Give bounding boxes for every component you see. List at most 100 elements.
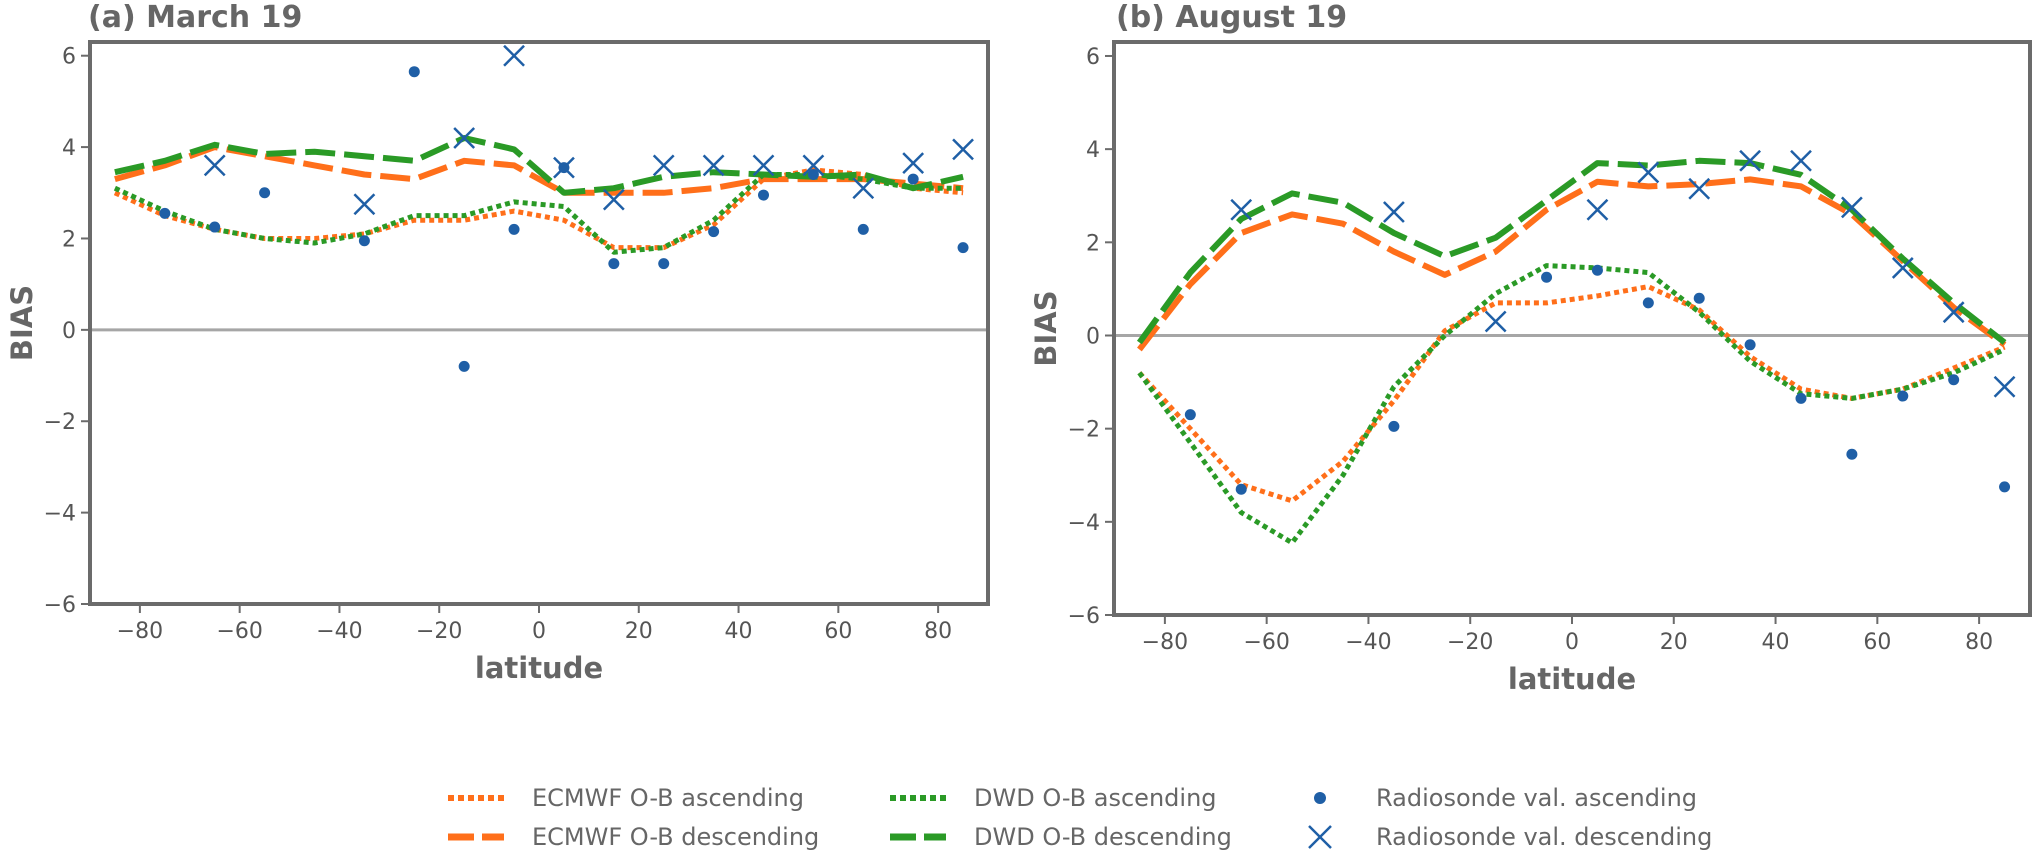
legend-label: ECMWF O-B ascending [532,784,804,812]
x-stroke [1993,375,2016,398]
radiosonde-desc-point [752,154,775,177]
radiosonde-asc-point [1948,374,1960,386]
radiosonde-desc-point [1637,161,1660,184]
series-line-ecmwf-o-b-ascending [1137,284,2006,504]
radiosonde-asc-point [907,173,919,185]
x-stroke [1841,196,1863,219]
y-axis-label: BIAS [1029,290,1063,366]
x-tick-label: 40 [1762,630,1790,655]
x-stroke [1739,149,1761,172]
x-stroke [902,152,925,174]
radiosonde-desc-point [1942,301,1965,324]
y-tick-label: −6 [44,593,76,618]
x-tick-label: 80 [1965,630,1993,655]
x-stroke [503,44,525,67]
x-tick-label: 80 [924,619,952,644]
radiosonde-asc-point [159,207,171,219]
plot-frame [88,40,990,606]
x-stroke [353,193,376,216]
series-line-dwd-o-b-descending [1136,157,2007,345]
x-tick-label: −20 [1447,630,1493,655]
radiosonde-asc-point [1388,420,1400,432]
y-tick-label: 2 [62,227,76,252]
radiosonde-desc-point [702,154,725,177]
y-tick-label: −4 [1068,511,1100,536]
radiosonde-desc-point [852,177,875,200]
radiosonde-asc-point [1693,292,1705,304]
panel-a-march: (a) March 19−80 −60 −40 −20 0 20 40 60 80−6−4−20… [5,0,990,685]
radiosonde-desc-point [353,193,376,216]
x-stroke [1586,198,1609,221]
series-line-ecmwf-o-b-descending [114,144,964,196]
radiosonde-desc-point [453,127,476,149]
legend-swatch [1308,825,1332,849]
radiosonde-asc-point [1541,271,1553,283]
radiosonde-asc-point [358,235,370,247]
y-tick-label: −4 [44,502,76,527]
radiosonde-desc-point [902,152,925,174]
x-stroke [1484,310,1507,333]
radiosonde-desc-point [802,154,825,177]
legend-item-ecmwf-asc: ECMWF O-B ascending [448,784,804,812]
y-tick-label: 0 [1086,324,1100,349]
radiosonde-asc-point [708,226,720,238]
radiosonde-desc-point [602,188,625,211]
y-tick-label: 2 [1086,231,1100,256]
y-axis-label: BIAS [5,285,39,361]
radiosonde-asc-point [1744,339,1756,351]
radiosonde-asc-point [1591,264,1603,276]
x-stroke [802,154,825,177]
x-tick-label: −20 [416,619,462,644]
radiosonde-desc-point [1739,149,1761,172]
x-stroke [1230,198,1253,221]
radiosonde-desc-point [1484,310,1507,333]
x-stroke [952,138,974,161]
y-tick-label: 6 [1086,45,1100,70]
radiosonde-desc-point [652,154,675,177]
x-tick-label: 20 [625,619,653,644]
series-line-ecmwf-o-b-descending [1137,176,2007,352]
x-tick-label: −40 [316,619,362,644]
radiosonde-desc-point [1841,196,1863,219]
x-tick-label: −80 [117,619,163,644]
radiosonde-desc-point [1891,257,1914,279]
x-tick-label: 0 [532,619,546,644]
legend-label: Radiosonde val. descending [1376,823,1712,851]
radiosonde-asc-point [1999,481,2011,493]
x-stroke [203,154,226,177]
plot-frame [1112,40,2032,617]
radiosonde-asc-point [758,189,769,201]
radiosonde-asc-point [458,360,470,372]
x-tick-label: −60 [216,619,262,644]
legend-item-dwd-desc: DWD O-B descending [890,823,1232,851]
x-stroke [1383,201,1405,223]
x-tick-label: 60 [1863,630,1891,655]
legend-label: DWD O-B ascending [974,784,1217,812]
y-tick-label: 4 [1086,138,1100,163]
legend-item-ecmwf-desc: ECMWF O-B descending [448,823,819,851]
y-tick-label: −2 [1068,418,1100,443]
legend-item-dwd-asc: DWD O-B ascending [890,784,1217,812]
panel-a-title: (a) March 19 [88,0,302,35]
radiosonde-asc-point [1235,483,1247,495]
x-tick-label: −60 [1243,630,1289,655]
radiosonde-desc-point [952,138,974,161]
legend-label: DWD O-B descending [974,823,1232,851]
radiosonde-asc-point [1897,390,1909,402]
radiosonde-asc-point [658,258,670,270]
radiosonde-desc-point [1790,149,1812,172]
radiosonde-asc-point [857,223,869,235]
legend-swatch [1314,792,1326,804]
x-stroke [852,177,875,200]
radiosonde-desc-point [1383,201,1405,223]
legend-label: Radiosonde val. ascending [1376,784,1697,812]
radiosonde-asc-point [957,242,969,254]
x-tick-label: 40 [725,619,753,644]
radiosonde-desc-point [553,156,575,179]
x-axis-label: latitude [475,651,603,685]
x-stroke [1688,177,1711,200]
x-tick-label: −40 [1345,630,1391,655]
panel-b-august: (b) August 19−80 −60 −40 −20 0 20 40 60 80−6−4−2… [1029,0,2032,696]
x-stroke [1790,149,1812,172]
